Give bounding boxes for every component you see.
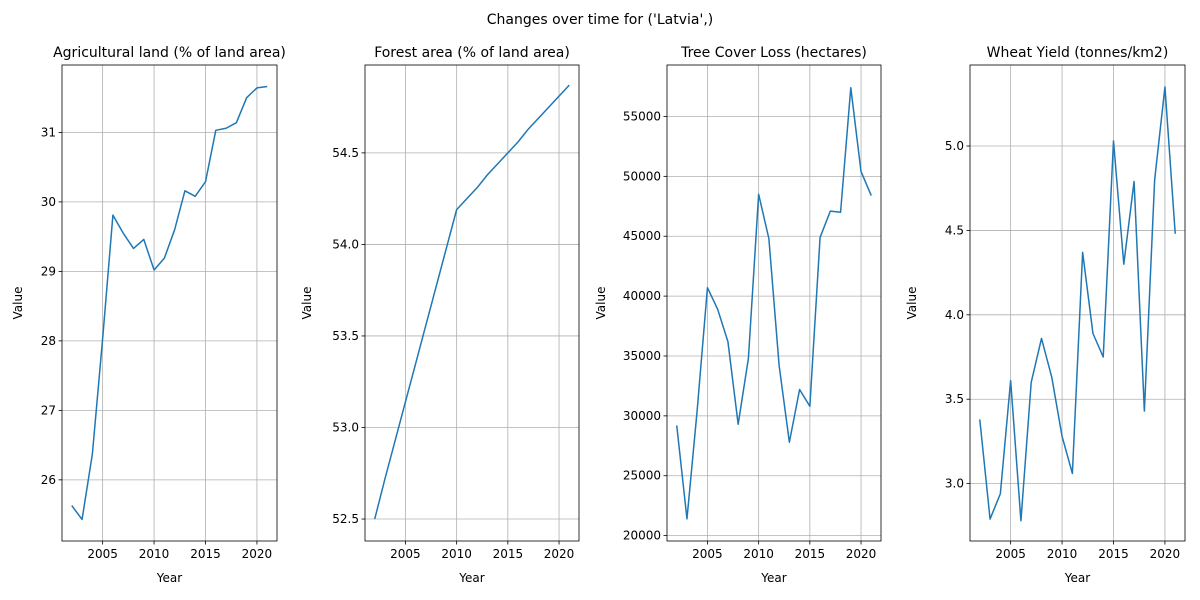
- y-tick-label: 30: [41, 195, 56, 209]
- series-line: [374, 84, 570, 520]
- y-tick-label: 3.0: [945, 477, 964, 491]
- x-tick-label: 2005: [692, 547, 723, 561]
- y-tick-label: 27: [41, 403, 56, 417]
- axes-frame: [969, 64, 1186, 542]
- x-tick-label: 2020: [242, 547, 273, 561]
- x-axis-label: Year: [760, 571, 786, 585]
- y-tick-label: 40000: [623, 289, 661, 303]
- y-tick-label: 26: [41, 473, 56, 487]
- x-tick-label: 2015: [190, 547, 221, 561]
- y-axis-label: Value: [11, 287, 25, 320]
- y-tick-label: 53.5: [332, 329, 359, 343]
- y-tick-label: 29: [41, 264, 56, 278]
- figure-title: Changes over time for ('Latvia',): [487, 12, 714, 28]
- y-tick-label: 28: [41, 334, 56, 348]
- x-axis-label: Year: [1064, 571, 1090, 585]
- y-tick-label: 52.5: [332, 512, 359, 526]
- subplot-title: Agricultural land (% of land area): [53, 45, 286, 61]
- y-tick-label: 53.0: [332, 420, 359, 434]
- subplot-title: Tree Cover Loss (hectares): [680, 45, 867, 61]
- x-tick-label: 2020: [544, 547, 575, 561]
- y-tick-label: 45000: [623, 229, 661, 243]
- x-tick-label: 2010: [441, 547, 472, 561]
- x-tick-label: 2015: [795, 547, 826, 561]
- x-tick-label: 2005: [87, 547, 118, 561]
- y-tick-label: 25000: [623, 469, 661, 483]
- axes-frame: [364, 64, 580, 542]
- y-tick-label: 30000: [623, 409, 661, 423]
- y-tick-label: 35000: [623, 349, 661, 363]
- x-tick-label: 2015: [1098, 547, 1129, 561]
- y-tick-label: 20000: [623, 529, 661, 543]
- series-line: [979, 86, 1176, 522]
- subplot-1: 2005 2010 2015 2020 26 27 28 29 30 31 Agricultural…: [11, 45, 286, 585]
- x-tick-label: 2010: [743, 547, 774, 561]
- y-tick-label: 54.5: [332, 146, 359, 160]
- x-tick-label: 2010: [139, 547, 170, 561]
- y-tick-label: 50000: [623, 169, 661, 183]
- axes-frame: [666, 64, 882, 542]
- y-tick-label: 54.0: [332, 237, 359, 251]
- y-axis-label: Value: [300, 287, 314, 320]
- subplot-2: 2005 2010 2015 2020 52.5 53.0 53.5 54.0 54.5 Fore…: [300, 45, 580, 585]
- y-tick-label: 3.5: [945, 392, 964, 406]
- plots-layer: 2005 2010 2015 2020 26 27 28 29 30 31 Agricultural…: [11, 45, 1186, 585]
- x-axis-label: Year: [156, 571, 182, 585]
- series-line: [71, 85, 268, 521]
- series-line: [675, 87, 872, 520]
- x-tick-label: 2015: [493, 547, 524, 561]
- axes-frame: [61, 64, 278, 542]
- x-tick-label: 2020: [1150, 547, 1181, 561]
- subplot-title: Wheat Yield (tonnes/km2): [987, 45, 1169, 61]
- subplot-3: 2005 2010 2015 2020 20000 25000 30000 35000 4000…: [594, 45, 882, 585]
- y-tick-label: 4.5: [945, 223, 964, 237]
- y-axis-label: Value: [594, 287, 608, 320]
- y-tick-label: 55000: [623, 109, 661, 123]
- x-tick-label: 2010: [1047, 547, 1078, 561]
- y-tick-label: 4.0: [945, 308, 964, 322]
- x-axis-label: Year: [458, 571, 484, 585]
- x-tick-label: 2020: [846, 547, 877, 561]
- x-tick-label: 2005: [995, 547, 1026, 561]
- y-tick-label: 31: [41, 125, 56, 139]
- subplot-title: Forest area (% of land area): [374, 45, 570, 61]
- y-axis-label: Value: [905, 287, 919, 320]
- x-tick-label: 2005: [390, 547, 421, 561]
- subplot-4: 2005 2010 2015 2020 3.0 3.5 4.0 4.5 5.0 Wheat Yie…: [905, 45, 1186, 585]
- y-tick-label: 5.0: [945, 139, 964, 153]
